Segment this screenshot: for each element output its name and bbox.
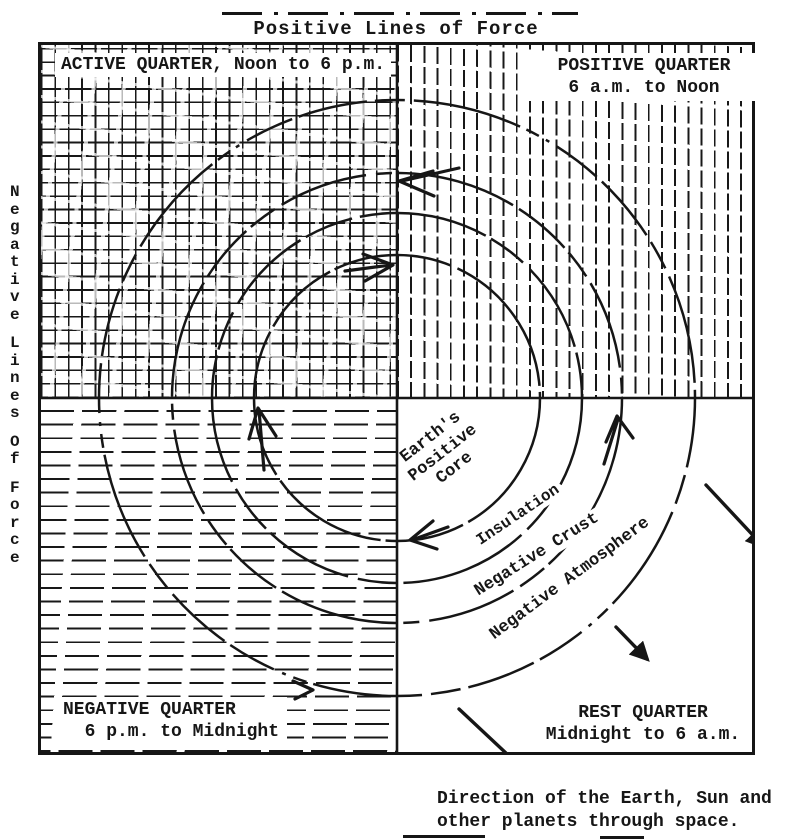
flow-arrow-top-right-icon (343, 252, 395, 283)
crust-ring (170, 171, 624, 625)
negative-quarter-region (41, 398, 397, 752)
flow-arrow-right-up-icon (602, 414, 635, 466)
title-overline-dashes (222, 12, 578, 15)
positive-quarter-subtitle: 6 a.m. to Noon (568, 78, 720, 98)
figure-caption: Direction of the Earth, Sun and other pl… (437, 788, 772, 834)
direction-arrow-outer-icon (704, 483, 752, 549)
flow-arrow-bottom-right-icon (291, 679, 315, 701)
vertical-word: Force (10, 478, 20, 567)
negative-quarter-title: NEGATIVE QUARTER (63, 700, 236, 720)
rest-quarter-subtitle: Midnight to 6 a.m. (545, 725, 741, 745)
diagram-title: Positive Lines of Force (253, 18, 539, 40)
caption-line2: other planets through space. (437, 812, 740, 832)
active-quarter-label: ACTIVE QUARTER, Noon to 6 p.m. (55, 53, 392, 77)
flow-arrow-bottom-left-icon (408, 519, 450, 551)
rest-quarter-slash-line (457, 707, 508, 752)
caption-underline-mark (600, 836, 644, 839)
positive-quarter-label: POSITIVE QUARTER 6 a.m. to Noon (529, 53, 759, 101)
direction-arrow-inner-icon (614, 625, 650, 662)
vertical-word: Of (10, 432, 20, 468)
flow-arrow-left-up-icon (247, 406, 278, 472)
force-quadrant-diagram: ACTIVE QUARTER, Noon to 6 p.m. POSITIVE … (38, 42, 759, 755)
negative-quarter-label: NEGATIVE QUARTER 6 p.m. to Midnight (55, 697, 288, 745)
negative-lines-of-force-axis: Negative Lines Of Force (10, 183, 30, 578)
caption-line1: Direction of the Earth, Sun and (437, 789, 772, 809)
positive-quarter-title: POSITIVE QUARTER (557, 56, 731, 76)
core-ring (252, 253, 542, 543)
rest-quarter-title: REST QUARTER (578, 703, 708, 723)
rest-quarter-label: REST QUARTER Midnight to 6 a.m. (519, 702, 767, 746)
vertical-word: Lines (10, 334, 20, 422)
force-rings (97, 98, 697, 698)
caption-underline-mark (403, 835, 485, 838)
atmosphere-ring (97, 98, 697, 698)
flow-arrow-top-left-icon (397, 166, 461, 198)
negative-quarter-subtitle: 6 p.m. to Midnight (84, 722, 280, 742)
force-lines-overlay (41, 45, 752, 752)
vertical-word: Negative (10, 183, 20, 324)
insulation-ring (210, 211, 584, 585)
